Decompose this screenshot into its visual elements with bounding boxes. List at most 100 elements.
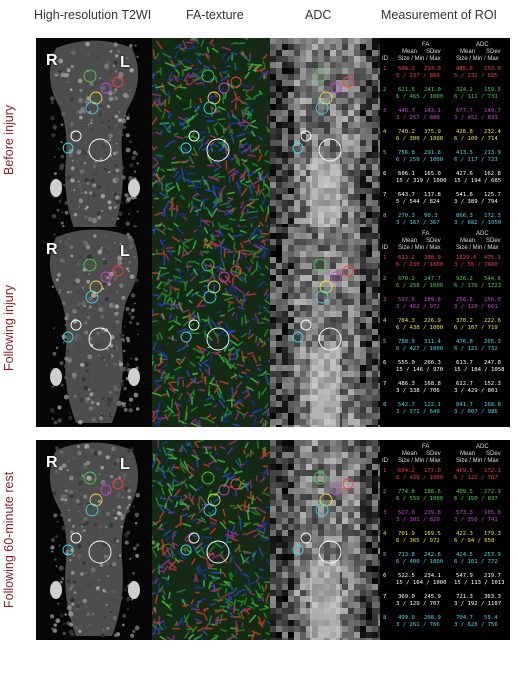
fa-sdev: 165.0 [424, 171, 441, 177]
fa-mean: 634.2 [398, 468, 415, 474]
roi-circle-2 [313, 69, 327, 83]
roi-row: 6 522.5 234.1 15 / 164 / 1000 547.9 219.7 15 /… [380, 573, 510, 591]
adc-mean: 370.2 [456, 318, 473, 324]
fa-column-header: FA [422, 444, 430, 450]
roi-circle-1 [230, 265, 242, 277]
fa-size-min-max: 6 / 400 / 1000 [396, 559, 444, 565]
fa-mean: 555.0 [398, 360, 415, 366]
fa-size-min-max: 3 / 301 / 820 [396, 517, 440, 523]
adc-size-min-max: 6 / 109 / 714 [454, 136, 498, 142]
roi-circle-3 [100, 82, 112, 94]
roi-circle-2 [83, 258, 97, 272]
fa-column-header: FA [422, 42, 430, 48]
fa-size-min-max: 6 / 300 / 1000 [396, 136, 444, 142]
roi-circle-7 [300, 319, 312, 331]
adc-mean: 547.9 [456, 573, 473, 579]
fa-sdev: 375.9 [424, 129, 441, 135]
fa-mean: 542.7 [398, 402, 415, 408]
adc-sdev: 363.3 [484, 594, 501, 600]
roi-circle-8 [292, 331, 304, 343]
fa-mean: 270.3 [398, 213, 415, 219]
adc-column-header: ADC [476, 231, 489, 237]
roi-row: 1 634.2 177.0 6 / 439 / 1000 469.5 172.1 6 / 1… [380, 468, 510, 486]
roi-circle-5 [203, 290, 217, 304]
roi-id: 5 [383, 552, 387, 558]
roi-circle-7 [188, 532, 200, 544]
adc-mean-header: Mean [460, 451, 476, 457]
roi-id: 2 [383, 489, 387, 495]
adc-size-min-max: 6 / 150 / 837 [454, 496, 498, 502]
adc-mean: 677.7 [456, 108, 473, 114]
roi-circle-5 [315, 101, 329, 115]
id-column-header: ID [382, 245, 388, 251]
roi-circle-3 [218, 271, 230, 283]
roi-circle-8 [292, 544, 304, 556]
roi-measurement-table: FA ADC ID Mean SDev Size / Min / Max Mean SDev S… [380, 227, 510, 427]
roi-id: 8 [383, 615, 387, 621]
adc-size-min-max: 6 / 111 / 731 [454, 94, 498, 100]
adc-mean: 409.5 [456, 489, 473, 495]
fa-sdev: 122.1 [424, 402, 441, 408]
adc-mean: 427.6 [456, 171, 473, 177]
roi-circle-2 [201, 258, 215, 272]
roi-id: 2 [383, 87, 387, 93]
fa-sdev: 241.0 [424, 87, 441, 93]
orientation-right: R [46, 241, 58, 258]
roi-circle-1 [342, 265, 354, 277]
adc-sdev: 257.9 [484, 552, 501, 558]
adc-mean: 485.6 [456, 66, 473, 72]
adc-mean: 324.2 [456, 87, 473, 93]
id-column-header: ID [382, 56, 388, 62]
orientation-right: R [46, 454, 58, 471]
roi-id: 5 [383, 339, 387, 345]
adc-sdev: 165.8 [484, 510, 501, 516]
fa-mean: 784.3 [398, 318, 415, 324]
roi-circle-5 [85, 503, 99, 517]
roi-circle-1 [342, 478, 354, 490]
fa-sdev: 214.0 [424, 66, 441, 72]
adc-size-min-max: 3 / 682 / 1050 [454, 220, 502, 226]
adc-sdev-header: SDev [486, 49, 501, 55]
fa-column-header: FA [422, 231, 430, 237]
fa-size-min-max: 6 / 438 / 1000 [396, 325, 444, 331]
fa-sdev: 137.8 [424, 192, 441, 198]
fa-sdev-header: SDev [426, 238, 441, 244]
adc-sdev: 153.9 [484, 66, 501, 72]
roi-circle-7 [188, 130, 200, 142]
roi-circle-3 [218, 484, 230, 496]
roi-id: 3 [383, 510, 387, 516]
roi-circle-3 [330, 82, 342, 94]
adc-mean: 613.7 [456, 360, 473, 366]
adc-size-min-max: 6 / 176 / 1723 [454, 283, 502, 289]
fa-texture-image [152, 38, 270, 238]
adc-mean: 469.5 [456, 468, 473, 474]
adc-mean: 413.5 [456, 150, 473, 156]
adc-sdev: 232.4 [484, 129, 501, 135]
roi-circle-8 [62, 544, 74, 556]
adc-sdev: 272.9 [484, 489, 501, 495]
adc-sdev: 222.6 [484, 318, 501, 324]
adc-sdev: 172.1 [484, 468, 501, 474]
roi-row: 4 701.9 169.5 6 / 365 / 972 422.3 179.3 6 / 94… [380, 531, 510, 549]
roi-circle-5 [203, 503, 217, 517]
adc-size-min-max: 3 / 628 / 756 [454, 622, 498, 628]
roi-row: 7 643.7 137.8 5 / 544 / 824 541.6 125.7 3 / 38… [380, 192, 510, 210]
header-roi-measurement: Measurement of ROI [381, 8, 498, 22]
fa-size-min-max: 6 / 230 / 1000 [396, 262, 444, 268]
fa-sdev: 239.8 [424, 510, 441, 516]
orientation-right: R [46, 52, 58, 69]
roi-id: 6 [383, 573, 387, 579]
roi-circle-6 [318, 540, 342, 564]
roi-measurement-table: FA ADC ID Mean SDev Size / Min / Max Mean SDev S… [380, 440, 510, 640]
fa-mean: 486.3 [398, 381, 415, 387]
roi-id: 3 [383, 108, 387, 114]
roi-id: 7 [383, 381, 387, 387]
fa-sdev: 247.7 [424, 276, 441, 282]
fa-mean: 713.8 [398, 552, 415, 558]
adc-mean: 721.3 [456, 594, 473, 600]
adc-sdev-header: SDev [486, 238, 501, 244]
roi-circle-1 [112, 76, 124, 88]
adc-sdev: 256.0 [484, 297, 501, 303]
roi-id: 5 [383, 150, 387, 156]
